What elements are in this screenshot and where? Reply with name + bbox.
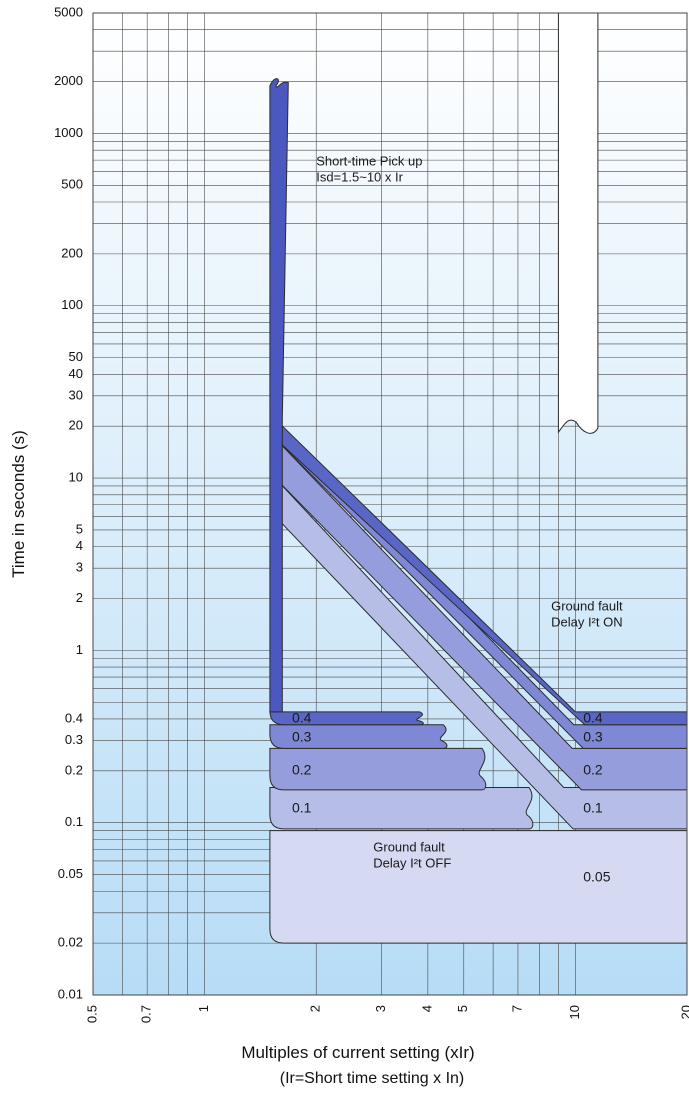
x-tick-label: 7 — [509, 1005, 524, 1012]
band-flat-0.1 — [269, 787, 534, 830]
y-tick-label: 500 — [61, 177, 83, 192]
annotation-line: Short-time Pick up — [316, 154, 422, 169]
x-tick-label: 20 — [678, 1005, 689, 1019]
x-axis-note: (Ir=Short time setting x In) — [280, 1070, 465, 1087]
band-label: 0.2 — [583, 762, 603, 778]
y-tick-labels: 5000 2000 1000 500 200 100 50 40 30 20 10 5 4 3 2 1 0.4 0… — [54, 4, 83, 1001]
x-tick-label: 4 — [419, 1005, 434, 1012]
curve-bands — [269, 12, 688, 944]
y-tick-label: 3 — [76, 560, 83, 575]
y-axis-title: Time in seconds (s) — [9, 430, 28, 578]
y-tick-label: 200 — [61, 245, 83, 260]
x-tick-label: 1 — [196, 1005, 211, 1012]
x-tick-label: 3 — [373, 1005, 388, 1012]
instantaneous-band — [557, 12, 599, 434]
annotation-line: Isd=1.5~10 x Ir — [316, 170, 403, 185]
y-tick-label: 0.05 — [58, 866, 83, 881]
band-label: 0.3 — [583, 729, 603, 745]
y-tick-label: 0.3 — [65, 732, 83, 747]
annotation: Ground fault Delay I²t OFF — [373, 840, 451, 871]
y-tick-label: 1 — [76, 642, 83, 657]
y-tick-label: 4 — [76, 538, 83, 553]
band-label: 0.1 — [583, 800, 603, 816]
band-0.05 — [269, 830, 688, 944]
band-label: 0.3 — [292, 729, 312, 745]
y-tick-label: 0.02 — [58, 935, 83, 950]
annotation-line: Delay I²t ON — [551, 615, 623, 630]
y-tick-label: 100 — [61, 297, 83, 312]
band-label: 0.1 — [292, 800, 312, 816]
band-label: 0.05 — [583, 868, 610, 884]
band-flat-0.2 — [269, 747, 487, 791]
band-flat-0.4 — [269, 710, 424, 726]
band-label: 0.2 — [292, 762, 312, 778]
y-tick-label: 5000 — [54, 4, 83, 19]
y-tick-label: 2 — [76, 590, 83, 605]
y-tick-label: 1000 — [54, 125, 83, 140]
x-tick-label: 2 — [308, 1005, 323, 1012]
x-tick-label: 0.7 — [139, 1005, 154, 1023]
band-labels: 0.4 0.3 0.2 0.1 0.4 0.3 0.2 0.1 0.05 Short-time P… — [292, 154, 623, 885]
y-tick-label: 20 — [69, 418, 83, 433]
y-tick-label: 50 — [69, 349, 83, 364]
x-tick-label: 5 — [455, 1005, 470, 1012]
y-tick-label: 30 — [69, 387, 83, 402]
annotation-line: Delay I²t OFF — [373, 856, 451, 871]
x-axis-title: Multiples of current setting (xIr) — [241, 1043, 474, 1062]
y-tick-label: 0.4 — [65, 710, 83, 725]
annotation-line: Ground fault — [373, 840, 445, 855]
y-tick-label: 0.1 — [65, 814, 83, 829]
band-flat-0.3 — [269, 724, 448, 749]
annotation: Ground fault Delay I²t ON — [551, 599, 623, 630]
x-tick-label: 10 — [567, 1005, 582, 1019]
y-tick-label: 5 — [76, 521, 83, 536]
y-tick-label: 0.01 — [58, 986, 83, 1001]
annotation-line: Ground fault — [551, 599, 623, 614]
y-tick-label: 10 — [69, 470, 83, 485]
pickup-band — [269, 78, 289, 713]
plot-frame — [92, 12, 688, 996]
x-tick-labels: 0.5 0.7 1 2 3 4 5 7 10 20 — [84, 1005, 689, 1023]
y-tick-label: 0.2 — [65, 762, 83, 777]
y-tick-label: 40 — [69, 366, 83, 381]
x-tick-label: 0.5 — [84, 1005, 99, 1023]
band-label: 0.4 — [583, 710, 603, 726]
annotation: Short-time Pick up Isd=1.5~10 x Ir — [316, 154, 422, 185]
y-tick-label: 2000 — [54, 73, 83, 88]
band-label: 0.4 — [292, 710, 312, 726]
